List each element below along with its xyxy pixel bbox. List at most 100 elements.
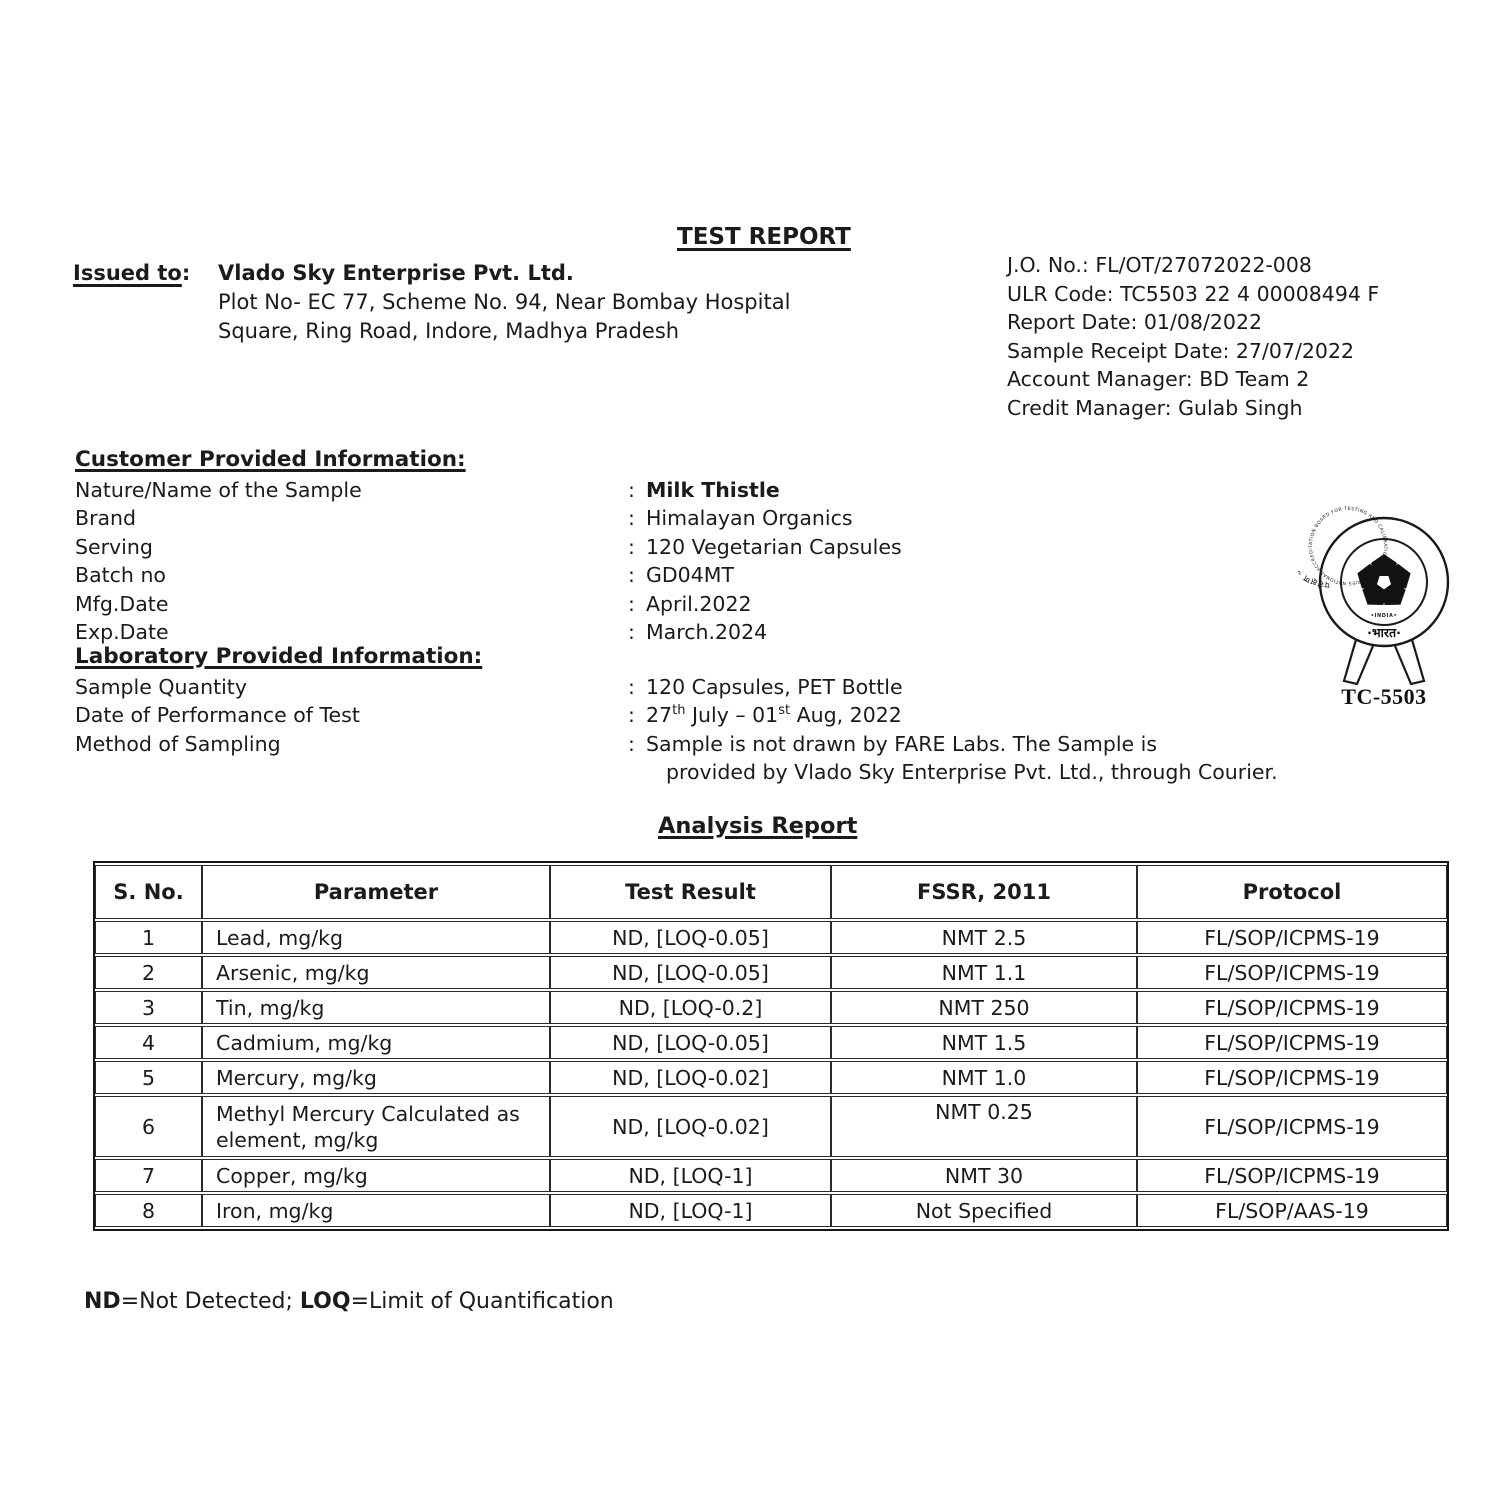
nabl-seal-icon: परीक्षण और अंशशोधन प्रयोगशाला प्रत्यायन … <box>1298 506 1450 686</box>
table-cell: FL/SOP/AAS-19 <box>1137 1194 1447 1227</box>
table-cell: FL/SOP/ICPMS-19 <box>1137 1159 1447 1192</box>
table-row: 4 Cadmium, mg/kg ND, [LOQ-0.05] NMT 1.5 … <box>95 1026 1447 1059</box>
footnote: ND=Not Detected; LOQ=Limit of Quantifica… <box>84 1289 614 1314</box>
company-address-line: Plot No- EC 77, Scheme No. 94, Near Bomb… <box>218 290 791 314</box>
meta-line-sample-receipt-date: Sample Receipt Date: 27/07/2022 <box>1007 338 1355 363</box>
nabl-accreditation-seal: परीक्षण और अंशशोधन प्रयोगशाला प्रत्यायन … <box>1298 506 1470 710</box>
info-value: 27th July – 01st Aug, 2022 <box>646 703 902 728</box>
table-row: 3 Tin, mg/kg ND, [LOQ-0.2] NMT 250 FL/SO… <box>95 991 1447 1024</box>
table-cell: 6 <box>95 1096 202 1157</box>
table-cell: NMT 1.1 <box>831 956 1137 989</box>
table-cell: ND, [LOQ-0.02] <box>550 1061 831 1094</box>
table-cell: 7 <box>95 1159 202 1192</box>
customer-info-heading: Customer Provided Information: <box>75 447 466 472</box>
table-row: 6 Methyl Mercury Calculated as element, … <box>95 1096 1447 1157</box>
table-cell: Methyl Mercury Calculated as element, mg… <box>202 1096 550 1157</box>
analysis-report-heading: Analysis Report <box>658 813 858 839</box>
table-cell: ND, [LOQ-0.05] <box>550 921 831 954</box>
table-cell: NMT 0.25 <box>831 1096 1137 1157</box>
table-cell: 1 <box>95 921 202 954</box>
table-cell: 2 <box>95 956 202 989</box>
info-row-brand: Brand: Himalayan Organics <box>75 504 902 532</box>
table-row: 2 Arsenic, mg/kg ND, [LOQ-0.05] NMT 1.1 … <box>95 956 1447 989</box>
table-cell: FL/SOP/ICPMS-19 <box>1137 991 1447 1024</box>
table-row: 1 Lead, mg/kg ND, [LOQ-0.05] NMT 2.5 FL/… <box>95 921 1447 954</box>
seal-star-icon <box>1357 554 1411 606</box>
info-row-mfg-date: Mfg.Date: April.2022 <box>75 590 902 618</box>
info-value: Himalayan Organics <box>646 506 853 531</box>
table-cell: Lead, mg/kg <box>202 921 550 954</box>
table-row: 7 Copper, mg/kg ND, [LOQ-1] NMT 30 FL/SO… <box>95 1159 1447 1192</box>
table-cell: Copper, mg/kg <box>202 1159 550 1192</box>
table-cell: Tin, mg/kg <box>202 991 550 1024</box>
table-cell: Iron, mg/kg <box>202 1194 550 1227</box>
table-cell: FL/SOP/ICPMS-19 <box>1137 956 1447 989</box>
info-value: March.2024 <box>646 620 768 645</box>
table-cell: Mercury, mg/kg <box>202 1061 550 1094</box>
customer-info-rows: Nature/Name of the Sample: Milk Thistle B… <box>75 476 902 646</box>
meta-line-jo-no: J.O. No.: FL/OT/27072022-008 <box>1007 253 1312 277</box>
info-value: 120 Vegetarian Capsules <box>646 534 902 559</box>
table-cell: ND, [LOQ-0.05] <box>550 956 831 989</box>
footnote-nd-text: =Not Detected; <box>120 1289 300 1314</box>
table-cell: ND, [LOQ-0.2] <box>550 991 831 1024</box>
table-cell: NMT 30 <box>831 1159 1137 1192</box>
info-value: Sample is not drawn by FARE Labs. The Sa… <box>646 731 1278 785</box>
seal-india-label: •INDIA• <box>1371 613 1398 619</box>
table-cell: 8 <box>95 1194 202 1227</box>
footnote-loq-abbr: LOQ <box>299 1289 351 1314</box>
analysis-table: S. No. Parameter Test Result FSSR, 2011 … <box>93 861 1449 1231</box>
meta-line-ulr-code: ULR Code: TC5503 22 4 00008494 F <box>1007 281 1380 306</box>
table-header-protocol: Protocol <box>1137 865 1447 919</box>
table-cell: NMT 1.0 <box>831 1061 1137 1094</box>
report-title: TEST REPORT <box>677 224 851 250</box>
table-cell: ND, [LOQ-0.02] <box>550 1096 831 1157</box>
table-header-row: S. No. Parameter Test Result FSSR, 2011 … <box>95 865 1447 919</box>
table-header-fssr: FSSR, 2011 <box>831 865 1137 919</box>
meta-line-credit-manager: Credit Manager: Gulab Singh <box>1007 395 1303 420</box>
seal-accreditation-code: TC-5503 <box>1341 684 1427 709</box>
table-cell: Cadmium, mg/kg <box>202 1026 550 1059</box>
info-row-sample-quantity: Sample Quantity:120 Capsules, PET Bottle <box>75 673 1278 701</box>
table-cell: 3 <box>95 991 202 1024</box>
table-header-parameter: Parameter <box>202 865 550 919</box>
info-row-sample-name: Nature/Name of the Sample: Milk Thistle <box>75 476 902 504</box>
company-address-line: Square, Ring Road, Indore, Madhya Prades… <box>218 319 680 343</box>
info-value: 120 Capsules, PET Bottle <box>646 675 903 699</box>
table-cell: NMT 1.5 <box>831 1026 1137 1059</box>
info-value: GD04MT <box>646 563 734 588</box>
table-header-test-result: Test Result <box>550 865 831 919</box>
company-name: Vlado Sky Enterprise Pvt. Ltd. <box>218 261 574 285</box>
table-cell: FL/SOP/ICPMS-19 <box>1137 921 1447 954</box>
table-row: 5 Mercury, mg/kg ND, [LOQ-0.02] NMT 1.0 … <box>95 1061 1447 1094</box>
table-cell: FL/SOP/ICPMS-19 <box>1137 1061 1447 1094</box>
table-cell: NMT 2.5 <box>831 921 1137 954</box>
footnote-loq-text: =Limit of Quantification <box>350 1289 614 1314</box>
footnote-nd-abbr: ND <box>84 1289 121 1314</box>
info-value: Milk Thistle <box>646 478 780 502</box>
table-cell: FL/SOP/ICPMS-19 <box>1137 1026 1447 1059</box>
meta-line-report-date: Report Date: 01/08/2022 <box>1007 310 1263 335</box>
report-meta-block: J.O. No.: FL/OT/27072022-008 ULR Code: T… <box>1007 251 1379 423</box>
seal-country-label: ·भारत· <box>1367 625 1401 640</box>
meta-line-account-manager: Account Manager: BD Team 2 <box>1007 367 1310 392</box>
table-header-sno: S. No. <box>95 865 202 919</box>
info-row-exp-date: Exp.Date: March.2024 <box>75 618 902 646</box>
issued-to-block: Issued to: Vlado Sky Enterprise Pvt. Ltd… <box>73 259 790 346</box>
table-cell: NMT 250 <box>831 991 1137 1024</box>
lab-info-heading: Laboratory Provided Information: <box>75 644 483 669</box>
table-cell: ND, [LOQ-1] <box>550 1194 831 1227</box>
table-cell: Not Specified <box>831 1194 1137 1227</box>
table-row: 8 Iron, mg/kg ND, [LOQ-1] Not Specified … <box>95 1194 1447 1227</box>
table-cell: FL/SOP/ICPMS-19 <box>1137 1096 1447 1157</box>
table-cell: ND, [LOQ-1] <box>550 1159 831 1192</box>
table-cell: ND, [LOQ-0.05] <box>550 1026 831 1059</box>
info-row-method-of-sampling: Method of Sampling: Sample is not drawn b… <box>75 730 1278 787</box>
info-row-batch-no: Batch no: GD04MT <box>75 561 902 589</box>
lab-info-rows: Sample Quantity:120 Capsules, PET Bottle… <box>75 673 1278 787</box>
info-row-serving: Serving:120 Vegetarian Capsules <box>75 533 902 561</box>
info-row-test-performance-date: Date of Performance of Test:27th July – … <box>75 701 1278 729</box>
issued-to-label: Issued to: <box>73 261 191 285</box>
table-cell: 4 <box>95 1026 202 1059</box>
table-cell: 5 <box>95 1061 202 1094</box>
